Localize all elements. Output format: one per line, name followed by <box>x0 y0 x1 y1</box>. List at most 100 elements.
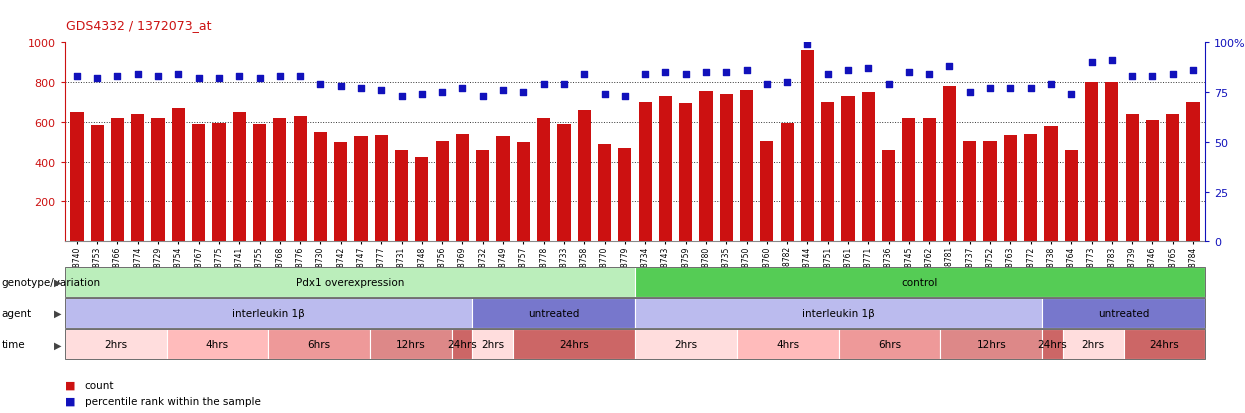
Point <box>1102 58 1122 64</box>
Text: Pdx1 overexpression: Pdx1 overexpression <box>295 278 405 287</box>
Bar <box>111 119 124 242</box>
Text: 24hrs: 24hrs <box>559 339 589 349</box>
Bar <box>598 145 611 242</box>
Point <box>980 85 1000 92</box>
Text: percentile rank within the sample: percentile rank within the sample <box>85 396 260 406</box>
Text: ■: ■ <box>65 380 75 390</box>
Bar <box>1145 121 1159 242</box>
Text: 2hrs: 2hrs <box>105 339 127 349</box>
Point <box>452 85 472 92</box>
Bar <box>253 125 266 242</box>
Text: 12hrs: 12hrs <box>976 339 1006 349</box>
Bar <box>131 115 144 242</box>
Bar <box>558 125 570 242</box>
Point <box>757 82 777 88</box>
Bar <box>273 119 286 242</box>
Text: GDS4332 / 1372073_at: GDS4332 / 1372073_at <box>66 19 212 31</box>
Point <box>310 82 330 88</box>
Bar <box>1167 115 1179 242</box>
Text: agent: agent <box>1 309 31 318</box>
Point <box>960 90 980 96</box>
Point <box>1021 85 1041 92</box>
Bar <box>1186 103 1200 242</box>
Bar <box>619 148 631 242</box>
Point <box>919 72 939 78</box>
Bar <box>862 93 875 242</box>
Bar <box>659 97 672 242</box>
Point <box>128 72 148 78</box>
Bar <box>375 135 388 242</box>
Text: 4hrs: 4hrs <box>205 339 229 349</box>
Point <box>493 88 513 94</box>
Text: ▶: ▶ <box>54 278 61 287</box>
Bar <box>964 142 976 242</box>
Point <box>858 66 878 72</box>
Bar <box>679 104 692 242</box>
Text: 4hrs: 4hrs <box>776 339 799 349</box>
Point <box>513 90 533 96</box>
Bar <box>639 103 651 242</box>
Bar <box>476 150 489 242</box>
Bar <box>822 103 834 242</box>
Text: time: time <box>1 339 25 349</box>
Point <box>716 70 736 76</box>
Bar <box>537 119 550 242</box>
Text: control: control <box>901 278 939 287</box>
Text: 24hrs: 24hrs <box>1149 339 1179 349</box>
Point <box>655 70 675 76</box>
Point <box>371 88 391 94</box>
Bar <box>740 91 753 242</box>
Bar <box>416 157 428 242</box>
Text: 6hrs: 6hrs <box>878 339 901 349</box>
Point <box>777 80 797 86</box>
Bar <box>903 119 915 242</box>
Point <box>534 82 554 88</box>
Bar <box>497 137 509 242</box>
Point <box>351 85 371 92</box>
Bar <box>436 142 448 242</box>
Point <box>1061 92 1081 98</box>
Text: ▶: ▶ <box>54 309 61 318</box>
Bar <box>1045 127 1057 242</box>
Point <box>189 76 209 82</box>
Text: 6hrs: 6hrs <box>308 339 331 349</box>
Point <box>879 82 899 88</box>
Point <box>676 72 696 78</box>
Point <box>1082 60 1102 66</box>
Point <box>696 70 716 76</box>
Bar <box>213 123 225 242</box>
Point <box>107 74 127 81</box>
Text: 24hrs: 24hrs <box>447 339 477 349</box>
Bar <box>334 142 347 242</box>
Text: 2hrs: 2hrs <box>675 339 697 349</box>
Point <box>270 74 290 81</box>
Point <box>412 92 432 98</box>
Bar <box>395 150 408 242</box>
Bar <box>192 125 205 242</box>
Point <box>1001 85 1021 92</box>
Bar <box>456 135 469 242</box>
Text: count: count <box>85 380 115 390</box>
Text: untreated: untreated <box>1098 309 1149 318</box>
Point <box>148 74 168 81</box>
Bar <box>233 113 245 242</box>
Point <box>737 68 757 74</box>
Bar <box>517 142 530 242</box>
Point <box>574 72 594 78</box>
Text: untreated: untreated <box>528 309 579 318</box>
Text: 12hrs: 12hrs <box>396 339 426 349</box>
Point <box>1143 74 1163 81</box>
Bar <box>1125 115 1139 242</box>
Bar <box>355 137 367 242</box>
Bar <box>700 92 712 242</box>
Bar <box>842 97 854 242</box>
Text: 2hrs: 2hrs <box>481 339 504 349</box>
Point <box>940 64 960 71</box>
Text: 24hrs: 24hrs <box>1037 339 1067 349</box>
Point <box>554 82 574 88</box>
Bar <box>1003 135 1017 242</box>
Point <box>473 94 493 100</box>
Bar <box>801 51 814 242</box>
Point <box>1041 82 1061 88</box>
Point <box>1163 72 1183 78</box>
